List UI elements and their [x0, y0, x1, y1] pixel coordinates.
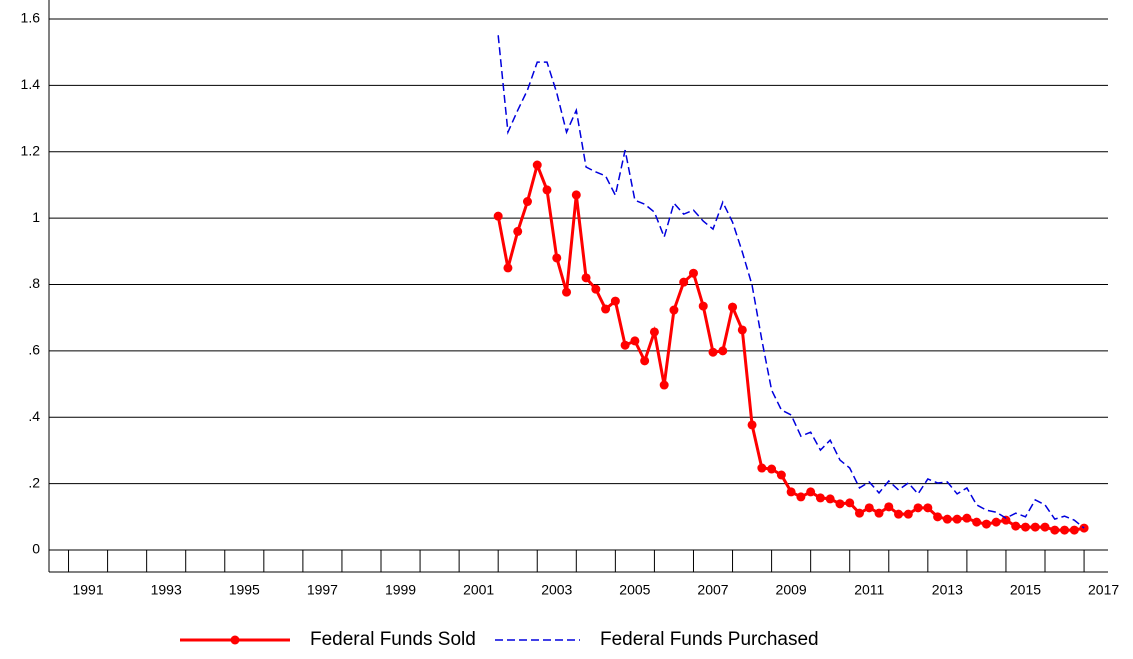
- x-tick-label: 2003: [541, 582, 572, 598]
- series-line: [496, 160, 1085, 532]
- data-point: [552, 253, 562, 263]
- data-point: [562, 287, 572, 297]
- data-point: [737, 325, 747, 335]
- data-point: [649, 327, 659, 337]
- y-tick-label: .8: [28, 275, 40, 291]
- x-tick-label: 1991: [72, 582, 103, 598]
- data-point: [542, 185, 552, 195]
- data-point: [630, 336, 640, 346]
- y-tick-label: .2: [28, 474, 40, 490]
- data-point: [776, 470, 786, 480]
- data-point: [767, 464, 777, 474]
- data-point: [493, 211, 503, 221]
- data-point: [854, 508, 864, 518]
- data-point: [659, 380, 669, 390]
- y-tick-label: 1.2: [21, 142, 41, 158]
- x-tick-label: 2007: [697, 582, 728, 598]
- data-point: [864, 503, 874, 513]
- data-point: [688, 268, 698, 278]
- data-point: [532, 160, 542, 170]
- data-point: [1030, 522, 1040, 532]
- data-point: [981, 519, 991, 529]
- data-point: [933, 512, 943, 522]
- x-tick-label: 2001: [463, 582, 494, 598]
- data-point: [806, 487, 816, 497]
- x-tick-label: 1993: [151, 582, 182, 598]
- data-point: [522, 197, 532, 207]
- data-point: [825, 494, 835, 504]
- x-tick-label: 1995: [229, 582, 260, 598]
- data-point: [815, 493, 825, 503]
- data-point: [1001, 515, 1011, 525]
- data-point: [923, 503, 933, 513]
- data-point: [591, 284, 601, 294]
- data-point: [972, 517, 982, 527]
- data-point: [942, 514, 952, 524]
- data-point: [991, 517, 1001, 527]
- data-point: [796, 492, 806, 502]
- data-point: [503, 263, 513, 273]
- x-tick-label: 2011: [854, 582, 884, 598]
- data-point: [708, 347, 718, 357]
- data-point: [1050, 525, 1060, 535]
- data-point: [669, 305, 679, 315]
- x-tick-label: 2005: [619, 582, 650, 598]
- data-point: [874, 508, 884, 518]
- data-point: [952, 514, 962, 524]
- y-tick-label: .4: [28, 408, 40, 424]
- data-point: [1060, 525, 1070, 535]
- data-point: [757, 463, 767, 473]
- data-point: [698, 301, 708, 311]
- data-point: [728, 302, 738, 312]
- y-tick-label: 1.4: [21, 76, 41, 92]
- data-point: [894, 509, 904, 519]
- data-point: [903, 509, 913, 519]
- y-tick-label: .6: [28, 342, 40, 358]
- data-point: [747, 420, 757, 430]
- series-line: [497, 35, 1085, 529]
- data-point: [786, 487, 796, 497]
- data-point: [962, 513, 972, 523]
- x-tick-label: 1999: [385, 582, 416, 598]
- data-point: [513, 226, 523, 236]
- data-point: [913, 503, 923, 513]
- data-point: [884, 502, 894, 512]
- data-point: [1040, 522, 1050, 532]
- data-point: [581, 273, 591, 283]
- data-point: [845, 498, 855, 508]
- data-point: [718, 346, 728, 356]
- legend-label: Federal Funds Sold: [310, 629, 476, 650]
- data-point: [640, 356, 650, 366]
- x-tick-label: 1997: [307, 582, 338, 598]
- x-tick-label: 2009: [776, 582, 807, 598]
- legend-marker: [230, 635, 240, 645]
- x-tick-label: 2015: [1010, 582, 1041, 598]
- data-point: [601, 304, 611, 314]
- data-point: [610, 296, 620, 306]
- data-point: [571, 190, 581, 200]
- y-tick-label: 0: [32, 541, 40, 557]
- data-point: [835, 499, 845, 509]
- x-tick-label: 2013: [932, 582, 963, 598]
- data-point: [679, 277, 689, 287]
- legend: Federal Funds Sold Federal Funds Purchase…: [180, 629, 819, 650]
- data-point: [620, 340, 630, 350]
- x-tick-label: 2017: [1088, 582, 1119, 598]
- data-point: [1069, 525, 1079, 535]
- data-point: [1020, 522, 1030, 532]
- legend-label: Federal Funds Purchased: [600, 629, 819, 650]
- y-tick-label: 1.6: [21, 10, 41, 26]
- y-tick-label: 1: [32, 209, 40, 225]
- data-point: [1011, 521, 1021, 531]
